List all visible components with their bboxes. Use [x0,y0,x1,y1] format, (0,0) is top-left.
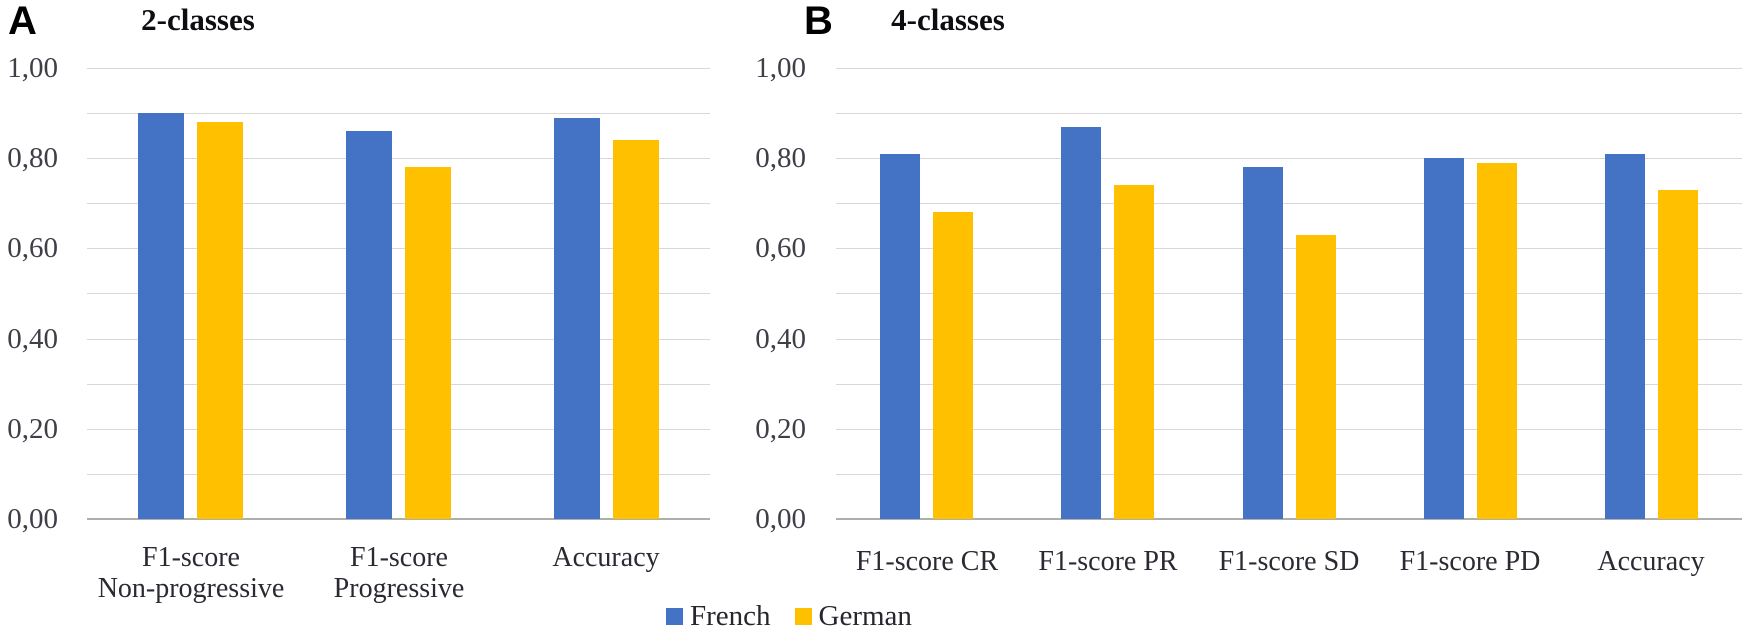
bar-french-accuracy [1605,154,1645,519]
y-tick-label: 0,60 [7,232,58,264]
gridline [87,293,710,294]
bar-french-f1-score-non-progressive [138,113,184,519]
x-category-label: F1-score Non-progressive [71,542,311,604]
y-tick-label: 0,20 [7,413,58,445]
x-category-label: F1-score PR [1003,546,1213,577]
gridline [87,248,710,249]
bar-french-f1-score-pr [1061,127,1101,519]
legend-french-swatch-icon [666,607,683,625]
gridline [87,429,710,430]
x-category-label-line: F1-score [142,542,240,573]
x-category-label: F1-score PD [1365,546,1575,577]
bar-german-f1-score-sd [1296,235,1336,519]
gridline [836,203,1742,204]
legend-german-label: German [818,600,912,632]
x-category-label-line: F1-score [350,542,448,573]
y-tick-label: 0,80 [755,142,806,174]
bar-french-f1-score-cr [880,154,920,519]
gridline [87,158,710,159]
gridline [87,384,710,385]
gridline [836,474,1742,475]
panel-b-title: 4-classes [891,2,1005,37]
y-tick-label: 0,40 [755,323,806,355]
x-category-label-line: Non-progressive [97,573,285,604]
legend-item-german: German [794,600,912,632]
gridline [87,474,710,475]
x-category-label: Accuracy [486,542,726,573]
gridline [836,384,1742,385]
y-tick-label: 0,60 [755,232,806,264]
legend: French German [666,601,912,631]
x-category-label: Accuracy [1546,546,1750,577]
gridline [836,113,1742,114]
gridline [836,339,1742,340]
bar-german-f1-score-pr [1114,185,1154,519]
bar-french-f1-score-sd [1243,167,1283,519]
gridline [836,429,1742,430]
bar-french-f1-score-progressive [346,131,392,519]
y-tick-label: 0,20 [755,413,806,445]
gridline [836,68,1742,69]
bar-german-accuracy [613,140,659,519]
x-axis-line [87,518,710,520]
gridline [87,339,710,340]
gridline [87,203,710,204]
x-category-label-line: F1-score CR [855,546,999,577]
x-category-label-line: F1-score SD [1218,546,1360,577]
legend-french-label: French [690,600,771,632]
y-tick-label: 1,00 [755,52,806,84]
y-tick-label: 1,00 [7,52,58,84]
x-axis-line [836,518,1742,520]
panel-b-letter: B [804,0,833,43]
gridline [836,248,1742,249]
bar-french-f1-score-pd [1424,158,1464,519]
bar-german-f1-score-pd [1477,163,1517,519]
panel-a-title: 2-classes [141,2,255,37]
x-category-label-line: Accuracy [1597,546,1705,577]
x-category-label: F1-score CR [822,546,1032,577]
y-tick-label: 0,40 [7,323,58,355]
legend-item-french: French [666,601,771,631]
bar-german-f1-score-cr [933,212,973,519]
bar-german-f1-score-progressive [405,167,451,519]
legend-german-swatch-icon [794,607,812,625]
x-category-label-line: F1-score PD [1399,546,1541,577]
bar-german-accuracy [1658,190,1698,519]
gridline [87,68,710,69]
gridline [836,158,1742,159]
x-category-label: F1-score SD [1184,546,1394,577]
x-category-label-line: Progressive [333,573,465,604]
y-tick-label: 0,00 [755,503,806,535]
bar-german-f1-score-non-progressive [197,122,243,519]
gridline [87,113,710,114]
panel-a-letter: A [8,0,37,43]
x-category-label-line: Accuracy [552,542,660,573]
y-tick-label: 0,00 [7,503,58,535]
x-category-label-line: F1-score PR [1038,546,1178,577]
bar-french-accuracy [554,118,600,519]
gridline [836,293,1742,294]
x-category-label: F1-score Progressive [279,542,519,604]
y-tick-label: 0,80 [7,142,58,174]
